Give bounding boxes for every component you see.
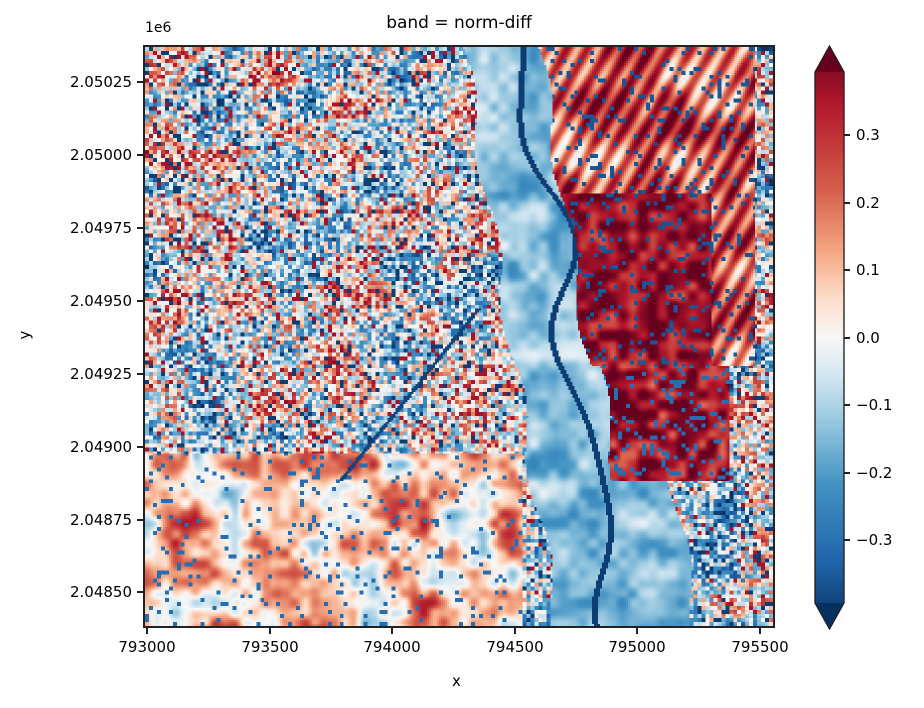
y-tick-mark xyxy=(137,446,143,448)
y-tick-mark xyxy=(137,300,143,302)
x-tick-mark xyxy=(514,628,516,634)
colorbar-tick-label: 0.3 xyxy=(856,126,880,144)
x-tick-label: 793000 xyxy=(118,638,176,656)
colorbar-tick-mark xyxy=(844,202,850,204)
y-tick-mark xyxy=(137,519,143,521)
x-tick-label: 795500 xyxy=(731,638,789,656)
colorbar-tick-label: 0.2 xyxy=(856,194,880,212)
colorbar-tick-label: 0.0 xyxy=(856,329,880,347)
colorbar-tick-label: −0.2 xyxy=(856,464,893,482)
colorbar-tick-mark xyxy=(844,134,850,136)
x-tick-mark xyxy=(146,628,148,634)
colorbar-tick-mark xyxy=(844,539,850,541)
colorbar-tick-label: 0.1 xyxy=(856,261,880,279)
y-tick-mark xyxy=(137,81,143,83)
y-tick-mark xyxy=(137,227,143,229)
y-axis-label: y xyxy=(15,330,34,340)
colorbar-gradient xyxy=(814,44,845,631)
colorbar xyxy=(814,44,845,631)
y-tick-label: 2.05000 xyxy=(69,146,132,164)
colorbar-tick-label: −0.1 xyxy=(856,396,893,414)
x-tick-mark xyxy=(636,628,638,634)
y-tick-label: 2.04950 xyxy=(69,292,132,310)
colorbar-tick-mark xyxy=(844,269,850,271)
y-tick-label: 2.04975 xyxy=(69,219,132,237)
heatmap-plot-area xyxy=(143,45,775,628)
x-tick-mark xyxy=(759,628,761,634)
y-tick-label: 2.04900 xyxy=(69,438,132,456)
colorbar-tick-mark xyxy=(844,337,850,339)
colorbar-tick-label: −0.3 xyxy=(856,531,893,549)
chart-title: band = norm-diff xyxy=(386,13,532,33)
y-tick-label: 2.04875 xyxy=(69,511,132,529)
x-tick-mark xyxy=(269,628,271,634)
x-tick-label: 795000 xyxy=(608,638,666,656)
x-axis-label: x xyxy=(452,672,461,690)
colorbar-tick-mark xyxy=(844,472,850,474)
y-tick-label: 2.04850 xyxy=(69,583,132,601)
y-tick-mark xyxy=(137,373,143,375)
y-tick-label: 2.05025 xyxy=(69,73,132,91)
heatmap-image xyxy=(145,47,773,626)
x-tick-label: 794500 xyxy=(486,638,544,656)
x-tick-label: 794000 xyxy=(363,638,421,656)
x-tick-label: 793500 xyxy=(241,638,299,656)
colorbar-tick-mark xyxy=(844,404,850,406)
y-tick-mark xyxy=(137,154,143,156)
y-tick-label: 2.04925 xyxy=(69,365,132,383)
y-tick-mark xyxy=(137,591,143,593)
x-tick-mark xyxy=(391,628,393,634)
y-axis-offset-label: 1e6 xyxy=(145,20,172,36)
